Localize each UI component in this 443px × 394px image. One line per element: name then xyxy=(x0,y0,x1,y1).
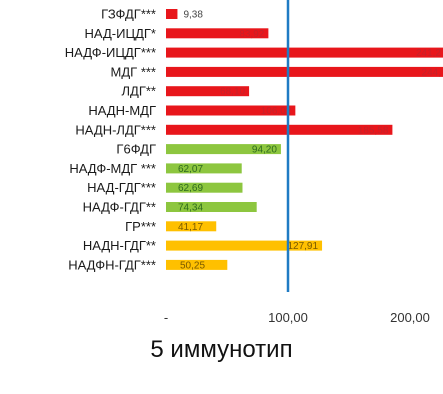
bar xyxy=(166,124,393,135)
value-label: 9,38 xyxy=(183,10,203,21)
category-label: НАД-ИЦДГ* xyxy=(85,26,157,41)
value-label: 41,17 xyxy=(178,222,203,233)
value-label: 62,69 xyxy=(178,183,203,194)
category-label: ЛДГ** xyxy=(122,84,157,99)
value-label: 127,91 xyxy=(287,241,318,252)
value-label: 68,10 xyxy=(220,87,245,98)
value-label: 185,58 xyxy=(358,125,389,136)
chart-title: 5 иммунотип xyxy=(150,336,293,363)
category-label: НАДФ-МДГ *** xyxy=(69,161,156,176)
category-label: Г6ФДГ xyxy=(116,142,156,157)
value-label: 241,2 xyxy=(416,48,441,59)
value-label: 244, xyxy=(422,67,441,78)
bar xyxy=(166,163,242,174)
x-tick-label: 100,00 xyxy=(268,310,308,325)
value-labels: 9,38 83,92 241,2 244, 68,10 106,02 185,58 94,20… xyxy=(178,10,441,272)
bar xyxy=(166,105,296,116)
x-tick-label: 200,00 xyxy=(390,310,430,325)
bar xyxy=(166,47,443,58)
category-label: НАДН-ЛДГ*** xyxy=(75,122,156,137)
value-label: 94,20 xyxy=(252,145,277,156)
bar-chart: ГЗФДГ*** НАД-ИЦДГ* НАДФ-ИЦДГ*** МДГ *** ЛДГ*… xyxy=(65,0,443,325)
bar xyxy=(166,202,257,212)
category-labels: ГЗФДГ*** НАД-ИЦДГ* НАДФ-ИЦДГ*** МДГ *** ЛДГ*… xyxy=(65,7,156,273)
bar xyxy=(166,28,269,39)
category-label: МДГ *** xyxy=(111,64,156,79)
bar xyxy=(166,66,443,77)
value-label: 50,25 xyxy=(180,260,205,271)
value-label: 83,92 xyxy=(239,29,264,40)
category-label: НАДФ-ГДГ** xyxy=(83,200,156,215)
bars xyxy=(166,9,443,270)
bar xyxy=(166,240,323,251)
bar xyxy=(166,221,217,232)
bar xyxy=(166,86,250,97)
bar xyxy=(166,259,228,270)
value-label: 74,34 xyxy=(178,203,203,214)
value-label: 106,02 xyxy=(261,106,292,117)
category-label: ГЗФДГ*** xyxy=(101,7,156,22)
bar xyxy=(166,9,178,19)
x-tick-label: - xyxy=(164,310,168,325)
value-label: 62,07 xyxy=(178,164,203,175)
category-label: ГР*** xyxy=(125,219,156,234)
bar xyxy=(166,182,243,193)
x-axis-ticks: - 100,00 200,00 xyxy=(164,310,430,325)
category-label: НАДН-МДГ xyxy=(88,103,156,118)
category-label: НАДФ-ИЦДГ*** xyxy=(65,45,156,60)
category-label: НАДФН-ГДГ*** xyxy=(68,257,156,272)
category-label: НАД-ГДГ*** xyxy=(87,180,156,195)
bar xyxy=(166,144,281,155)
category-label: НАДН-ГДГ** xyxy=(83,238,156,253)
